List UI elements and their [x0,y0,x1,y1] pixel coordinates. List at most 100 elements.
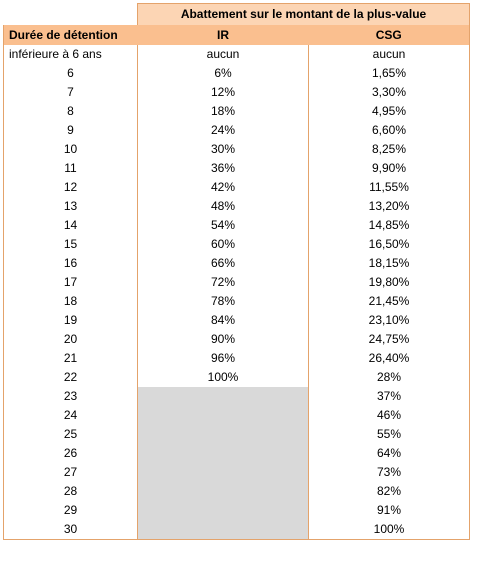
ir-cell: 66% [137,254,309,273]
duree-cell: 25 [3,425,138,444]
duree-cell: 17 [3,273,138,292]
ir-cell: 6% [137,64,309,83]
csg-cell: 82% [308,482,471,501]
ir-cell [137,387,309,406]
duree-cell: 30 [3,520,138,540]
table-row: 15 60% 16,50% [3,235,471,254]
duree-cell: 18 [3,292,138,311]
table-row: 24 46% [3,406,471,425]
table-row: 7 12% 3,30% [3,83,471,102]
csg-cell: 46% [308,406,471,425]
table-row: 22 100% 28% [3,368,471,387]
table-row: 27 73% [3,463,471,482]
table-row: 23 37% [3,387,471,406]
csg-cell: 64% [308,444,471,463]
ir-cell [137,501,309,520]
ir-cell: 60% [137,235,309,254]
csg-cell: 4,95% [308,102,471,121]
duree-cell: 13 [3,197,138,216]
duree-cell: 12 [3,178,138,197]
ir-cell [137,463,309,482]
table-row: 25 55% [3,425,471,444]
header-csg: CSG [308,25,471,45]
ir-cell: 72% [137,273,309,292]
table-row: 9 24% 6,60% [3,121,471,140]
csg-cell: aucun [308,45,471,64]
table-row: 8 18% 4,95% [3,102,471,121]
table-row: 20 90% 24,75% [3,330,471,349]
duree-cell: 8 [3,102,138,121]
duree-cell: 6 [3,64,138,83]
ir-cell [137,444,309,463]
ir-cell: 84% [137,311,309,330]
csg-cell: 1,65% [308,64,471,83]
ir-cell: 24% [137,121,309,140]
csg-cell: 23,10% [308,311,471,330]
csg-cell: 9,90% [308,159,471,178]
table-row: 30 100% [3,520,471,540]
csg-cell: 6,60% [308,121,471,140]
super-header-title: Abattement sur le montant de la plus-val… [136,3,471,25]
csg-cell: 18,15% [308,254,471,273]
csg-cell: 28% [308,368,471,387]
table-row: 29 91% [3,501,471,520]
duree-cell: 21 [3,349,138,368]
table-row: 17 72% 19,80% [3,273,471,292]
table-row: 6 6% 1,65% [3,64,471,83]
ir-cell: 96% [137,349,309,368]
duree-cell: 20 [3,330,138,349]
duree-cell: 14 [3,216,138,235]
duree-cell: 10 [3,140,138,159]
csg-cell: 3,30% [308,83,471,102]
ir-cell: 48% [137,197,309,216]
csg-cell: 11,55% [308,178,471,197]
csg-cell: 100% [308,520,471,540]
table-row: 11 36% 9,90% [3,159,471,178]
table-row: 26 64% [3,444,471,463]
duree-cell: 16 [3,254,138,273]
csg-cell: 55% [308,425,471,444]
ir-cell: 100% [137,368,309,387]
table-row: 13 48% 13,20% [3,197,471,216]
ir-cell [137,520,309,540]
duree-cell: inférieure à 6 ans [3,45,138,64]
csg-cell: 13,20% [308,197,471,216]
table-row: 10 30% 8,25% [3,140,471,159]
ir-cell: 18% [137,102,309,121]
ir-cell: 54% [137,216,309,235]
super-header-row: Abattement sur le montant de la plus-val… [4,3,471,26]
super-header-blank-cell [4,4,138,26]
csg-cell: 16,50% [308,235,471,254]
csg-cell: 91% [308,501,471,520]
abattement-table-sheet: Abattement sur le montant de la plus-val… [3,3,471,540]
csg-cell: 19,80% [308,273,471,292]
table-row: 14 54% 14,85% [3,216,471,235]
table-row: 12 42% 11,55% [3,178,471,197]
duree-cell: 7 [3,83,138,102]
csg-cell: 24,75% [308,330,471,349]
csg-cell: 21,45% [308,292,471,311]
ir-cell: 36% [137,159,309,178]
duree-cell: 28 [3,482,138,501]
duree-cell: 29 [3,501,138,520]
duree-cell: 22 [3,368,138,387]
ir-cell: 30% [137,140,309,159]
ir-cell: 12% [137,83,309,102]
header-row: Durée de détention IR CSG [3,25,471,45]
csg-cell: 73% [308,463,471,482]
csg-cell: 26,40% [308,349,471,368]
header-ir: IR [137,25,309,45]
ir-cell [137,406,309,425]
duree-cell: 27 [3,463,138,482]
table-row: 28 82% [3,482,471,501]
table-row: 16 66% 18,15% [3,254,471,273]
table-row: 21 96% 26,40% [3,349,471,368]
table-row: 19 84% 23,10% [3,311,471,330]
ir-cell: 90% [137,330,309,349]
ir-cell: 78% [137,292,309,311]
csg-cell: 37% [308,387,471,406]
csg-cell: 14,85% [308,216,471,235]
table-row: inférieure à 6 ans aucun aucun [3,45,471,64]
duree-cell: 15 [3,235,138,254]
csg-cell: 8,25% [308,140,471,159]
